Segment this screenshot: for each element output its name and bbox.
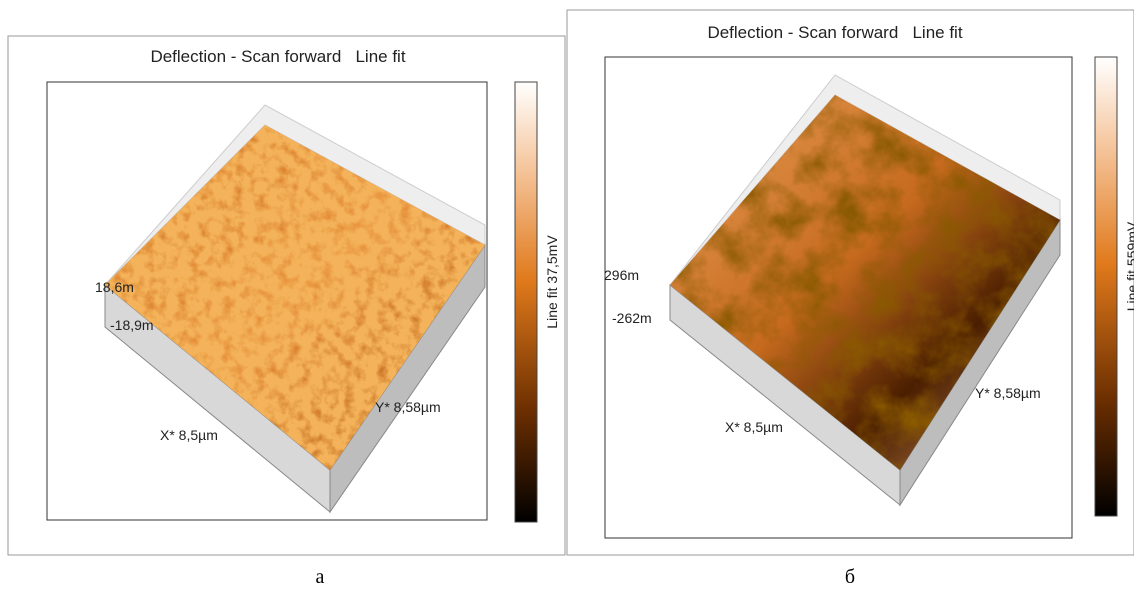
panel-title: Deflection - Scan forward Line fit — [150, 47, 405, 66]
z-max-label: 296m — [604, 267, 639, 283]
panel-caption: а — [316, 566, 325, 588]
colorbar-label-clip: Line fit 559mV — [1124, 221, 1134, 311]
z-min-label: -262m — [612, 310, 652, 326]
panel-title: Deflection - Scan forward Line fit — [707, 23, 962, 42]
panel: Deflection - Scan forward Line fit 296m -2… — [567, 10, 1134, 555]
panel: Deflection - Scan forward Line fit 18,6m -… — [8, 36, 565, 555]
x-axis-label: X* 8,5µm — [160, 427, 218, 443]
colorbar-label: Line fit 559mV — [1124, 221, 1134, 311]
colorbar — [1095, 57, 1117, 516]
z-min-label: -18,9m — [110, 317, 154, 333]
y-axis-label: Y* 8,58µm — [375, 399, 441, 415]
z-max-label: 18,6m — [95, 279, 134, 295]
colorbar — [515, 82, 537, 522]
figure: Deflection - Scan forward Line fit 18,6m -… — [0, 0, 1134, 591]
y-axis-label: Y* 8,58µm — [975, 385, 1041, 401]
x-axis-label: X* 8,5µm — [725, 419, 783, 435]
colorbar-label: Line fit 37,5mV — [544, 235, 560, 329]
panel-caption: б — [845, 566, 855, 588]
